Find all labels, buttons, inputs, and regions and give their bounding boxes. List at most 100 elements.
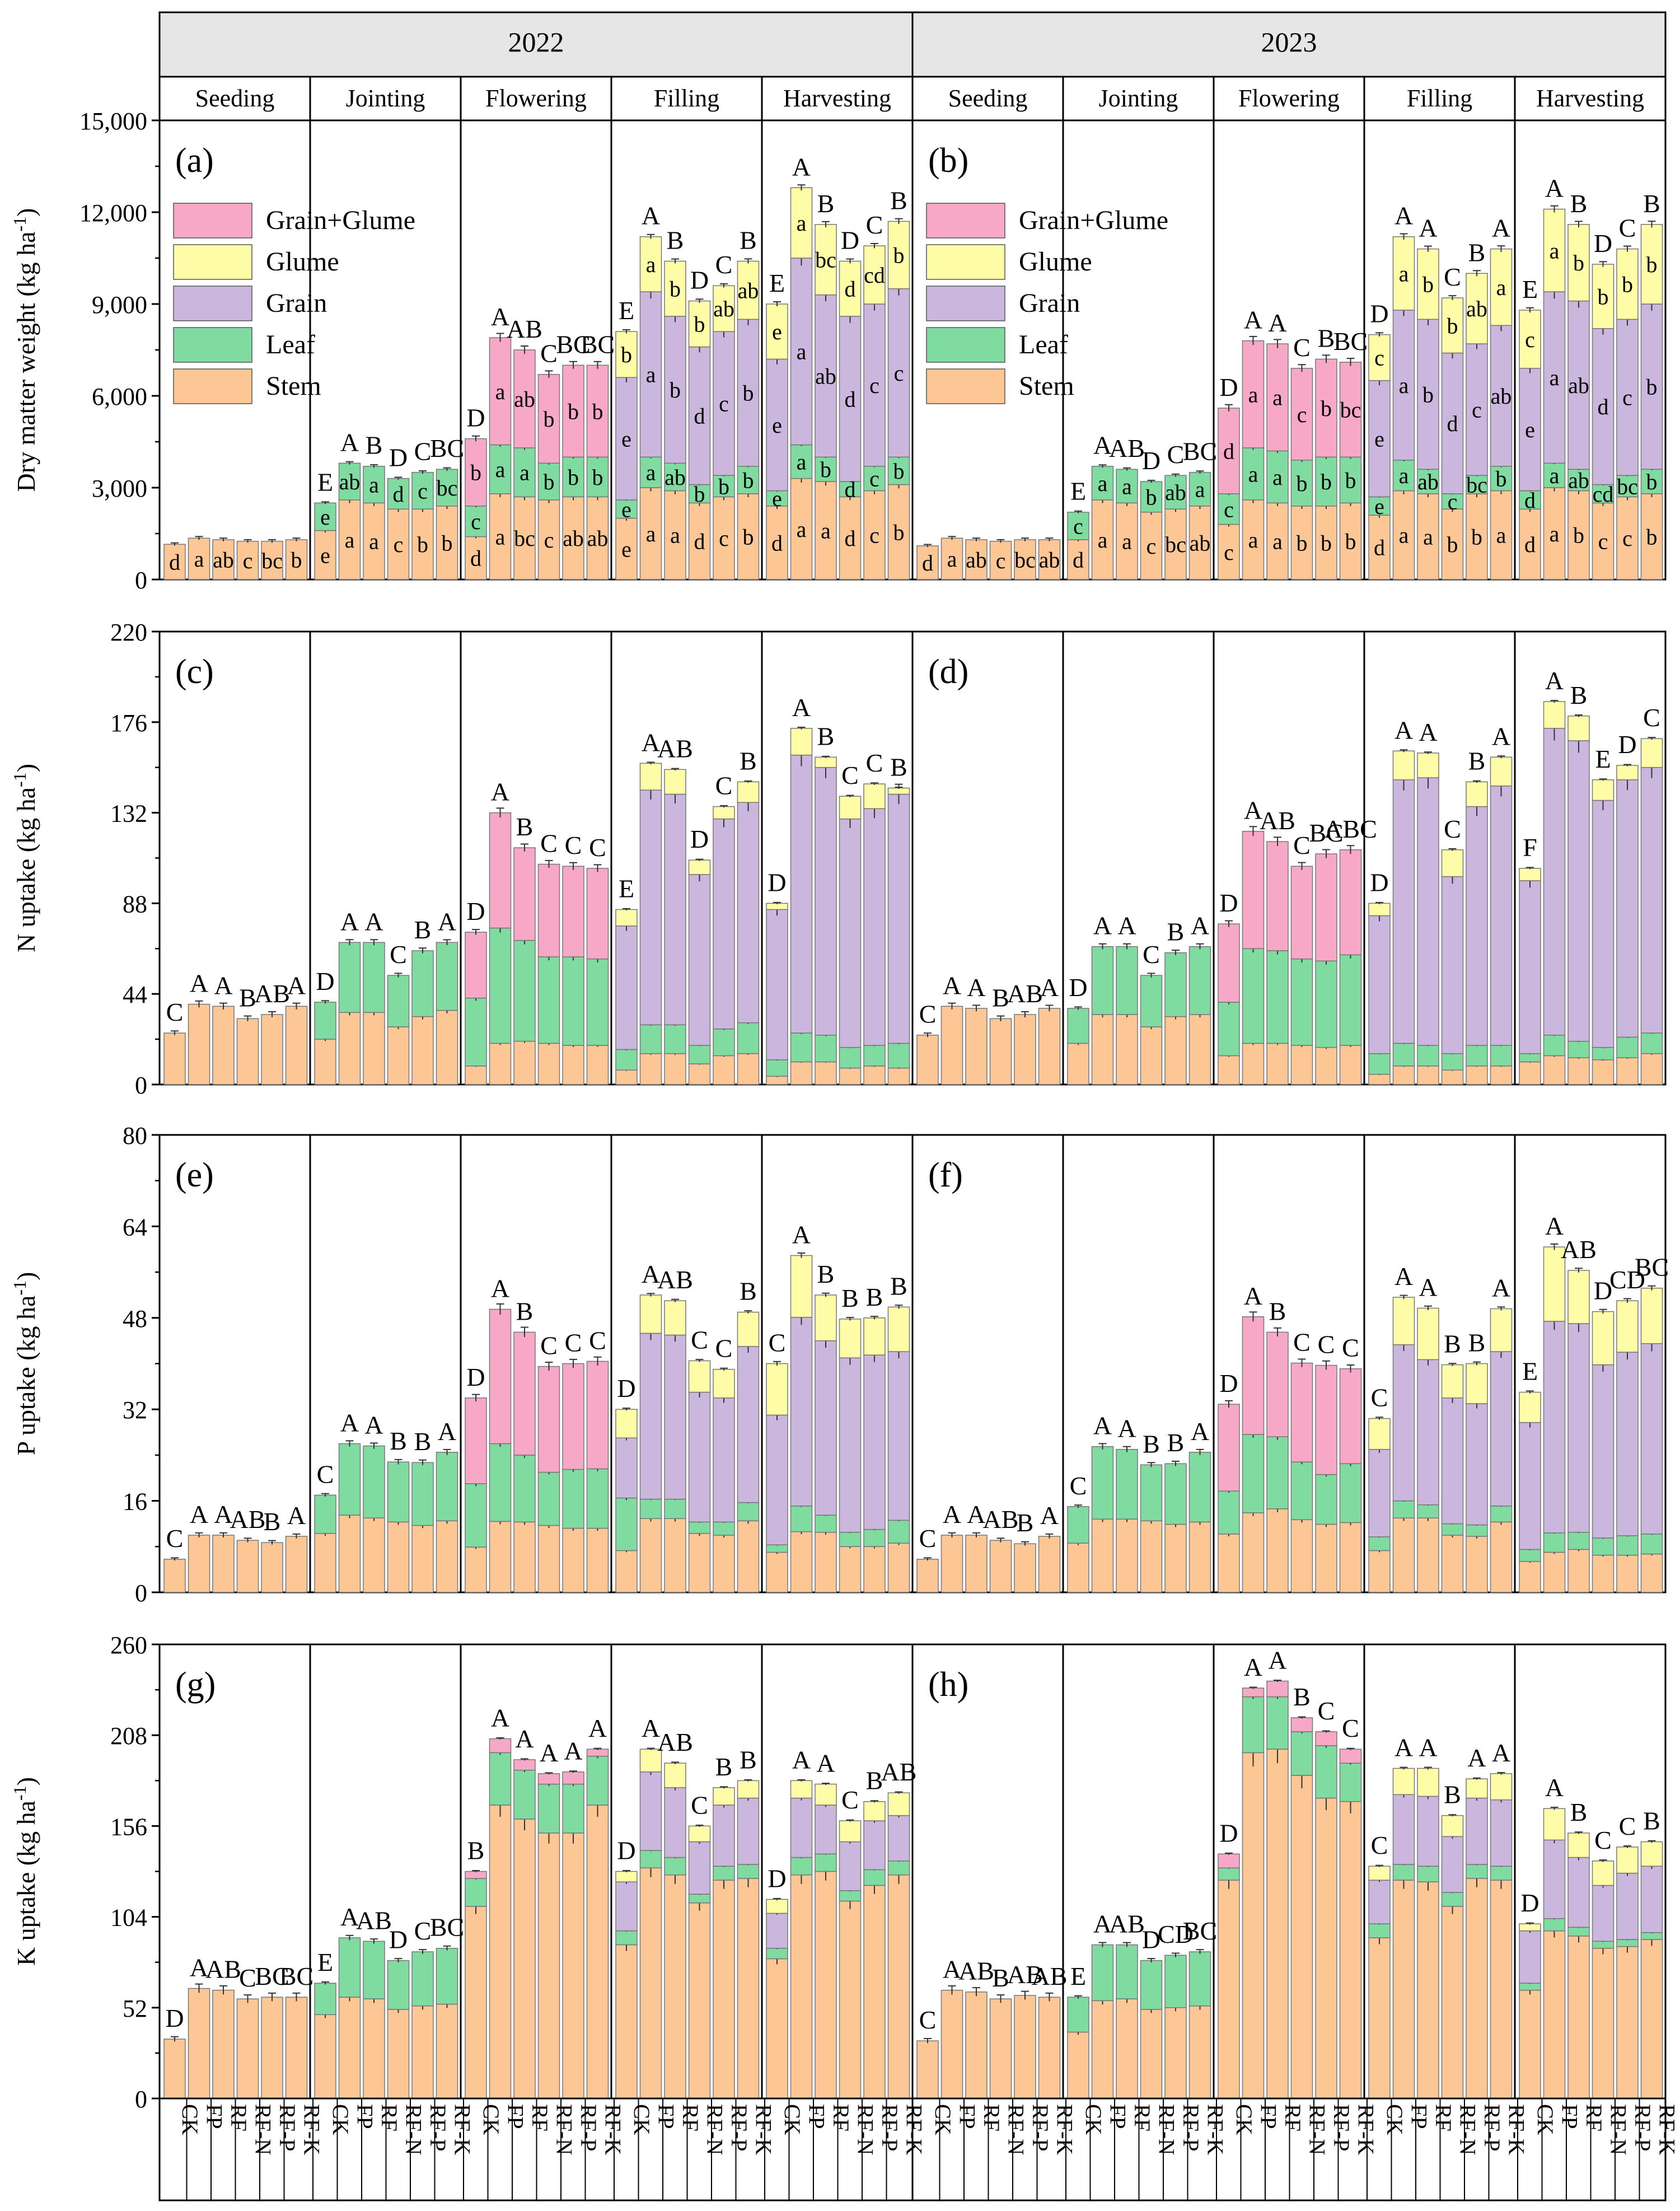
bar-grain (790, 1797, 813, 1858)
top-letter: A (1545, 1212, 1564, 1240)
x-category-label: RF (527, 2104, 553, 2131)
bar-glume (1616, 1300, 1639, 1353)
bar-stem (790, 1531, 813, 1593)
bar-glume (887, 1792, 910, 1816)
bar-gg (1339, 849, 1362, 956)
significance-letter: ab (339, 469, 361, 494)
bar-leaf (1592, 484, 1615, 504)
top-letter: A (642, 728, 660, 756)
bar-stem (1140, 1520, 1163, 1593)
significance-letter: c (894, 361, 904, 386)
x-category-label: RF (829, 2104, 854, 2131)
bar-leaf (1242, 447, 1265, 501)
top-letter: C (1444, 815, 1461, 843)
bar-grain (1441, 876, 1464, 1054)
top-letter: B (817, 189, 835, 218)
top-letter: D (1370, 868, 1388, 896)
bar-stem (1441, 1069, 1464, 1085)
top-letter: C (1371, 1831, 1388, 1859)
top-letter: C (1143, 940, 1160, 969)
stage-label: Jointing (1099, 85, 1178, 112)
bar-glume (1466, 1778, 1488, 1799)
legend-swatch-leaf (173, 327, 252, 363)
panel-frame (911, 1134, 1667, 1593)
bar-gg (537, 1366, 560, 1473)
bar-stem (639, 1518, 662, 1593)
bar-leaf (537, 462, 560, 501)
bar-leaf (1519, 490, 1541, 510)
x-category-label: RF-N (703, 2104, 728, 2155)
bar-gg (1339, 1368, 1362, 1464)
bar-leaf (1466, 1524, 1488, 1537)
bar-stem (839, 496, 862, 580)
top-letter: AB (1032, 1962, 1068, 1990)
bar-grain (664, 316, 686, 464)
significance-letter: a (1423, 524, 1433, 549)
legend-label: Grain (1019, 288, 1080, 318)
bar-leaf (639, 1850, 662, 1869)
top-letter: A (943, 971, 961, 999)
bar-stem (1543, 1551, 1566, 1593)
bar-glume (1417, 1307, 1439, 1361)
top-letter: A (642, 202, 660, 230)
panel-tag: (d) (928, 653, 968, 691)
significance-letter: c (719, 391, 729, 417)
bar-grain (1640, 1343, 1663, 1535)
top-letter: D (389, 443, 408, 472)
significance-letter: a (520, 460, 530, 485)
significance-letter: c (1224, 497, 1234, 522)
x-category-label: RF-K (450, 2104, 475, 2155)
top-letter: B (1468, 238, 1486, 267)
bar-grain (1417, 1796, 1439, 1867)
bar-leaf (1315, 1474, 1337, 1525)
bar-stem (766, 1551, 788, 1593)
x-category-label: CK (177, 2104, 203, 2135)
bar-glume (1519, 868, 1541, 881)
top-letter: B (866, 1283, 883, 1311)
bar-glume (737, 1311, 760, 1347)
top-letter: B (1318, 324, 1335, 352)
bar-leaf (489, 444, 512, 494)
top-letter: C (565, 1329, 582, 1357)
significance-letter: ab (1466, 296, 1487, 321)
bar-leaf (887, 1043, 910, 1069)
bar-grain (664, 1334, 686, 1500)
bar-stem (363, 1517, 385, 1593)
top-letter: D (1069, 973, 1087, 1002)
bar-stem (562, 496, 584, 580)
significance-letter: e (1374, 427, 1384, 452)
bar-gg (1242, 340, 1265, 448)
top-letter: B (890, 186, 907, 214)
bar-leaf (387, 975, 410, 1027)
significance-letter: a (646, 460, 656, 485)
top-letter: C (1318, 1330, 1335, 1359)
bar-stem (436, 1520, 458, 1593)
top-letter: C (1293, 1327, 1311, 1356)
bar-stem (1164, 1016, 1187, 1085)
top-letter: B (1167, 1428, 1185, 1457)
significance-letter: c (394, 532, 404, 557)
bar-leaf (411, 1462, 434, 1526)
bar-leaf (815, 1853, 837, 1872)
bar-grain (1592, 800, 1615, 1048)
legend-label: Leaf (1019, 330, 1068, 359)
top-letter: A (1419, 1273, 1437, 1301)
bar-leaf (1242, 948, 1265, 1044)
significance-letter: b (694, 482, 705, 507)
bar-stem (940, 1535, 963, 1593)
significance-letter: a (1550, 463, 1560, 488)
significance-letter: b (893, 459, 905, 484)
bar-stem (887, 1542, 910, 1593)
bar-leaf (1188, 471, 1211, 507)
top-letter: A (1040, 1501, 1059, 1530)
significance-letter: a (495, 379, 506, 404)
bar-grain (1567, 740, 1590, 1042)
top-letter: C (589, 833, 606, 862)
y-tick-label: 16 (123, 1488, 147, 1516)
bar-glume (839, 796, 862, 820)
y-axis-label: Dry matter weight (kg ha-1) (10, 208, 40, 492)
top-letter: A (642, 1260, 660, 1288)
stage-label: Harvesting (783, 85, 891, 112)
